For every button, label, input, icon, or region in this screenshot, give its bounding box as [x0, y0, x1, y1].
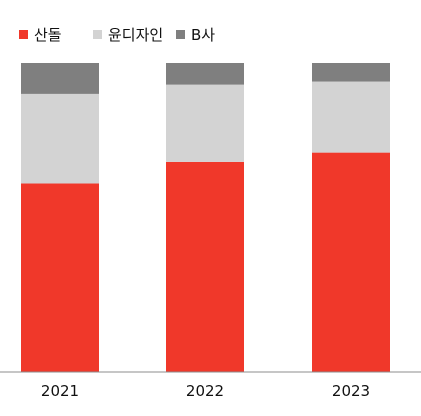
legend-marker-2 — [93, 30, 102, 39]
bar-segment-2022-1 — [166, 161, 244, 372]
x-tick-label-2022: 2022 — [186, 382, 224, 400]
bar-segment-2021-3 — [21, 63, 99, 94]
bar-segment-2023-3 — [312, 63, 390, 82]
legend-marker-3 — [176, 30, 185, 39]
bar-segment-2021-2 — [21, 93, 99, 184]
bar-segment-2023-1 — [312, 152, 390, 372]
x-axis-ticks: 2021 2022 2023 — [41, 382, 370, 400]
bar-segment-2023-2 — [312, 81, 390, 153]
bar-segment-2022-2 — [166, 84, 244, 162]
bar-segment-2022-3 — [166, 63, 244, 85]
bar-segment-2021-1 — [21, 183, 99, 372]
legend-label-3: B사 — [191, 26, 215, 44]
legend-label-2: 윤디자인 — [108, 26, 163, 44]
x-tick-label-2021: 2021 — [41, 382, 79, 400]
bars — [21, 63, 390, 372]
x-tick-label-2023: 2023 — [332, 382, 370, 400]
legend-marker-1 — [19, 30, 28, 39]
legend: 산돌 윤디자인 B사 — [19, 26, 215, 44]
legend-label-1: 산돌 — [34, 26, 62, 44]
